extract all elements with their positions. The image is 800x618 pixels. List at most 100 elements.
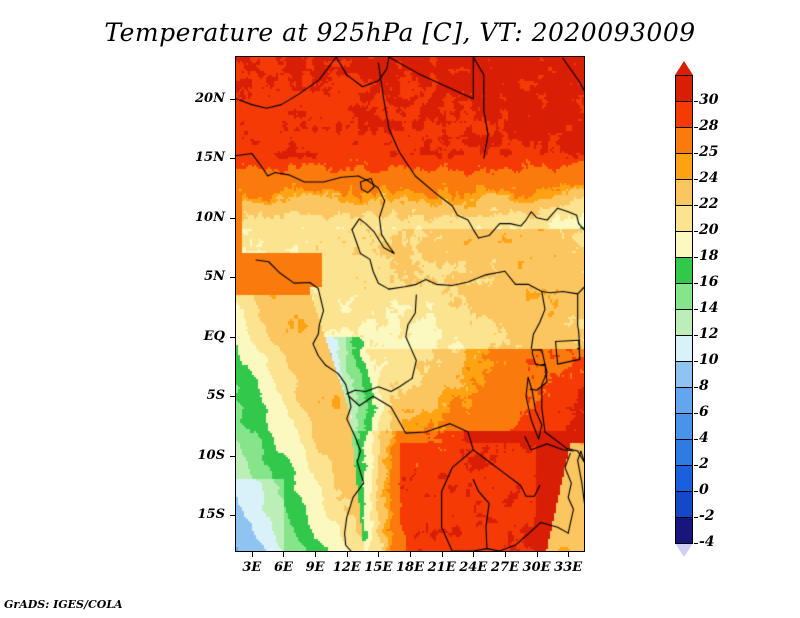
longitude-tick-mark <box>568 551 569 557</box>
longitude-tick-label: 3E <box>242 560 262 575</box>
temperature-field-map[interactable] <box>236 57 584 551</box>
colorbar-swatch <box>675 179 693 206</box>
colorbar-tick-mark <box>694 257 698 258</box>
colorbar-swatch <box>675 283 693 310</box>
latitude-tick-mark <box>230 99 236 100</box>
colorbar-tick-label: 25 <box>699 144 719 160</box>
colorbar-tick-label: 14 <box>699 300 719 316</box>
latitude-tick-label: 20N <box>195 90 225 106</box>
longitude-tick-mark <box>378 551 379 557</box>
colorbar-tick-mark <box>694 361 698 362</box>
colorbar-tick-mark <box>694 283 698 284</box>
colorbar-tick-label: 10 <box>699 352 719 368</box>
colorbar-tick-mark <box>694 413 698 414</box>
longitude-tick-label: 6E <box>273 560 293 575</box>
colorbar-top-arrow <box>675 61 693 75</box>
latitude-tick-mark <box>230 456 236 457</box>
latitude-tick-mark <box>230 396 236 397</box>
latitude-tick-label: 15N <box>195 150 225 166</box>
colorbar-tick-mark <box>694 465 698 466</box>
colorbar-swatch <box>675 75 693 102</box>
colorbar-swatch <box>675 153 693 180</box>
colorbar-tick-mark <box>694 491 698 492</box>
colorbar-tick-label: 28 <box>699 118 719 134</box>
colorbar-tick-label: -4 <box>699 534 715 550</box>
latitude-tick-label: 5S <box>206 388 225 404</box>
colorbar-tick-mark <box>694 543 698 544</box>
colorbar-swatch <box>675 361 693 388</box>
page-title: Temperature at 925hPa [C], VT: 202009300… <box>104 18 696 47</box>
longitude-tick-mark <box>442 551 443 557</box>
colorbar-swatch <box>675 205 693 232</box>
colorbar-swatch <box>675 309 693 336</box>
longitude-tick-mark <box>537 551 538 557</box>
latitude-tick-mark <box>230 337 236 338</box>
colorbar-tick-label: 0 <box>699 482 709 498</box>
colorbar[interactable]: 30 28 25 24 22 20 18 16 14 12 10 8 6 4 2 0 -2 -4 <box>675 61 718 557</box>
colorbar-tick-mark <box>694 153 698 154</box>
longitude-tick-label: 9E <box>305 560 325 575</box>
colorbar-swatch <box>675 491 693 518</box>
latitude-tick-label: 10S <box>197 447 225 463</box>
colorbar-tick-mark <box>694 439 698 440</box>
colorbar-tick-mark <box>694 517 698 518</box>
map-plot-area[interactable] <box>235 56 585 552</box>
colorbar-tick-label: 4 <box>699 430 709 446</box>
colorbar-swatch <box>675 231 693 258</box>
longitude-tick-label: 27E <box>490 560 519 575</box>
latitude-tick-mark <box>230 515 236 516</box>
colorbar-tick-mark <box>694 127 698 128</box>
longitude-tick-label: 30E <box>522 560 551 575</box>
colorbar-tick-mark <box>694 335 698 336</box>
longitude-tick-label: 21E <box>427 560 456 575</box>
longitude-tick-mark <box>410 551 411 557</box>
colorbar-tick-label: 30 <box>699 92 719 108</box>
colorbar-swatch <box>675 335 693 362</box>
colorbar-tick-label: 24 <box>699 170 719 186</box>
colorbar-tick-label: -2 <box>699 508 715 524</box>
colorbar-tick-label: 8 <box>699 378 709 394</box>
longitude-tick-mark <box>505 551 506 557</box>
colorbar-tick-label: 2 <box>699 456 709 472</box>
longitude-tick-mark <box>315 551 316 557</box>
longitude-tick-mark <box>347 551 348 557</box>
latitude-tick-mark <box>230 158 236 159</box>
colorbar-tick-label: 6 <box>699 404 709 420</box>
colorbar-tick-mark <box>694 387 698 388</box>
colorbar-tick-label: 12 <box>699 326 719 342</box>
colorbar-tick-mark <box>694 309 698 310</box>
colorbar-swatch <box>675 101 693 128</box>
latitude-tick-label: 10N <box>195 209 225 225</box>
colorbar-swatch <box>675 465 693 492</box>
longitude-tick-label: 15E <box>364 560 393 575</box>
colorbar-swatch <box>675 127 693 154</box>
grads-credit: GrADS: IGES/COLA <box>4 598 123 611</box>
colorbar-bottom-arrow <box>675 543 693 557</box>
colorbar-tick-mark <box>694 205 698 206</box>
longitude-tick-label: 18E <box>396 560 424 575</box>
colorbar-tick-label: 22 <box>699 196 719 212</box>
latitude-tick-label: 5N <box>204 269 225 285</box>
colorbar-tick-mark <box>694 231 698 232</box>
longitude-tick-label: 12E <box>332 560 361 575</box>
latitude-tick-mark <box>230 218 236 219</box>
colorbar-tick-mark <box>694 101 698 102</box>
colorbar-swatch <box>675 439 693 466</box>
colorbar-tick-label: 20 <box>699 222 719 238</box>
longitude-tick-mark <box>283 551 284 557</box>
colorbar-swatch <box>675 413 693 440</box>
colorbar-tick-label: 18 <box>699 248 719 264</box>
colorbar-swatch <box>675 517 693 544</box>
longitude-tick-label: 33E <box>554 560 583 575</box>
longitude-tick-mark <box>252 551 253 557</box>
latitude-tick-mark <box>230 277 236 278</box>
colorbar-tick-mark <box>694 179 698 180</box>
latitude-tick-label: EQ <box>203 328 225 344</box>
colorbar-swatch <box>675 387 693 414</box>
longitude-tick-label: 24E <box>459 560 488 575</box>
latitude-tick-label: 15S <box>197 507 225 523</box>
colorbar-tick-label: 16 <box>699 274 719 290</box>
longitude-tick-mark <box>473 551 474 557</box>
colorbar-swatch <box>675 257 693 284</box>
